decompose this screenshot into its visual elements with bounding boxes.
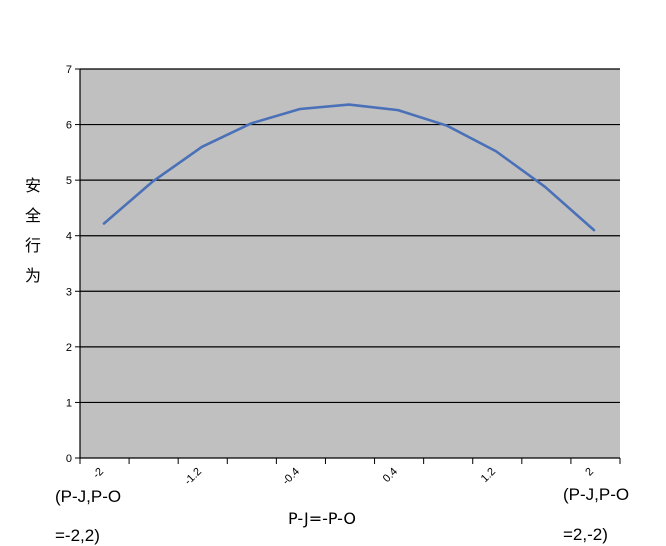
y-axis-title-char: 行 xyxy=(25,236,41,255)
x-axis-title: P-J=-P-O xyxy=(288,509,356,528)
y-tick-label: 0 xyxy=(66,453,72,465)
axes xyxy=(79,69,620,459)
x-tick-label: -2 xyxy=(91,466,106,481)
left-corner-label-line2: =-2,2) xyxy=(55,526,100,545)
right-corner-label-line1: (P-J,P-O xyxy=(563,485,629,504)
y-tick-label: 2 xyxy=(66,342,72,354)
series xyxy=(102,103,596,232)
y-tick-label: 3 xyxy=(66,286,72,298)
gridlines xyxy=(75,68,620,459)
x-tick-label: 1.2 xyxy=(479,466,498,485)
y-tick-label: 1 xyxy=(66,397,72,409)
y-tick-label: 6 xyxy=(66,120,72,132)
x-tick-label: -0.4 xyxy=(280,466,302,488)
left-corner-label-line1: (P-J,P-O xyxy=(55,487,121,506)
right-corner-label-line2: =2,-2) xyxy=(563,525,608,544)
x-tick-labels: -2 -1.2 -0.4 0.4 1.2 2 xyxy=(79,458,621,488)
series-line xyxy=(102,103,596,232)
plot-area xyxy=(80,69,620,458)
y-axis-title-char: 全 xyxy=(25,206,41,225)
y-axis-title-char: 安 xyxy=(25,176,41,195)
y-tick-label: 7 xyxy=(66,64,72,76)
y-tick-label: 5 xyxy=(66,175,72,187)
y-tick-labels: 0 1 2 3 4 5 6 7 xyxy=(66,64,72,465)
x-tick-label: 2 xyxy=(583,466,596,479)
x-tick-label: -1.2 xyxy=(182,466,204,488)
x-tick-label: 0.4 xyxy=(381,466,400,485)
y-tick-label: 4 xyxy=(66,231,72,243)
y-axis-title-char: 为 xyxy=(25,266,41,285)
